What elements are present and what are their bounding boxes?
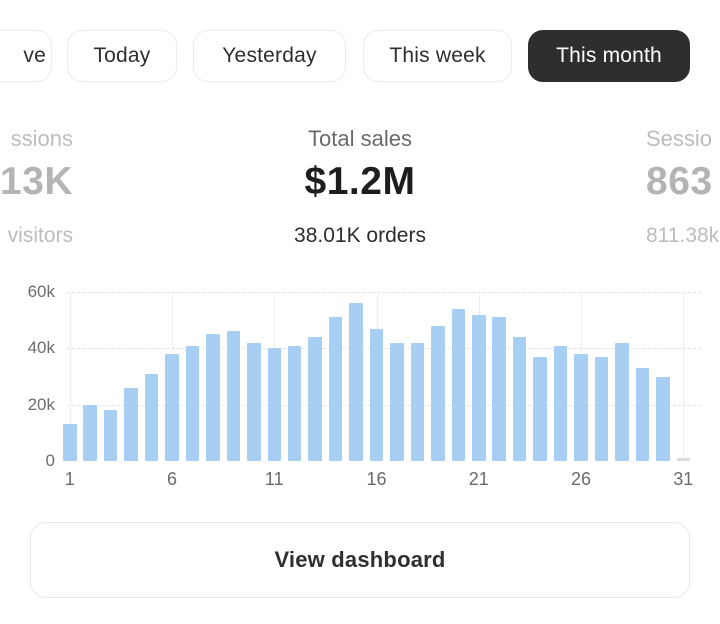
stat-label: ssions: [10, 126, 73, 151]
gridline-horizontal: [67, 348, 701, 350]
bar-day-17: [390, 342, 404, 461]
gridline-horizontal: [67, 292, 701, 293]
bar-day-26: [574, 353, 588, 461]
y-tick-label: 60k: [27, 282, 55, 301]
bar-day-3: [103, 410, 118, 461]
view-dashboard-button[interactable]: View dashboard: [30, 522, 690, 598]
bar-day-4: [124, 387, 138, 461]
stat-value: $1.2M: [304, 160, 416, 203]
bar-day-24: [533, 356, 547, 461]
bar-day-1: [63, 424, 77, 461]
stat-value: 863: [646, 160, 713, 203]
stat-subtext: 38.01K orders: [294, 224, 426, 247]
filter-button-this-week[interactable]: This week: [363, 30, 512, 82]
gridline-vertical: [274, 292, 276, 461]
x-tick-label: 31: [673, 469, 694, 489]
bar-day-18: [410, 342, 425, 461]
y-tick-label: 20k: [27, 394, 55, 414]
x-tick-label: 26: [570, 469, 592, 489]
bar-day-28: [615, 342, 629, 461]
bar-day-21: [472, 314, 486, 461]
stat-value: 13K: [0, 160, 74, 203]
gridline-vertical: [69, 292, 71, 461]
bar-day-19: [431, 325, 445, 461]
gridline-horizontal: [67, 404, 701, 406]
gridline-vertical: [581, 292, 582, 461]
filter-label: ve: [23, 44, 46, 67]
bar-day-27: [594, 356, 609, 461]
bar-day-14: [328, 317, 343, 461]
x-tick-label: 16: [366, 469, 387, 489]
bar-day-7: [185, 345, 200, 461]
bar-day-31: [676, 458, 690, 461]
bar-day-20: [451, 308, 466, 461]
bar-day-15: [349, 303, 363, 461]
bar-day-16: [369, 328, 384, 461]
gridline-vertical: [683, 292, 685, 461]
stat-subtext: visitors: [7, 224, 73, 247]
filter-button-yesterday[interactable]: Yesterday: [193, 30, 346, 82]
gridline-vertical: [478, 292, 480, 461]
bar-day-13: [308, 337, 322, 461]
bar-day-23: [512, 337, 527, 461]
y-tick-label: 40k: [27, 338, 55, 358]
x-tick-label: 1: [64, 469, 75, 489]
bar-day-6: [165, 353, 179, 461]
bar-day-12: [287, 345, 302, 461]
view-dashboard-label: View dashboard: [274, 547, 446, 572]
bar-day-25: [553, 345, 568, 461]
filter-button-live-partial[interactable]: ve: [0, 30, 52, 82]
bar-day-22: [492, 317, 506, 461]
bar-day-30: [656, 376, 670, 461]
bar-day-5: [144, 373, 159, 461]
x-tick-label: 6: [166, 469, 178, 489]
stat-label: Sessio: [646, 126, 713, 151]
filter-label: This week: [389, 44, 486, 67]
bar-day-9: [226, 331, 241, 461]
gridline-vertical: [172, 292, 173, 461]
gridline-vertical: [376, 292, 378, 461]
bar-day-2: [83, 404, 97, 461]
bar-day-8: [206, 334, 220, 461]
stat-subtext: 811.38k: [646, 224, 720, 247]
x-tick-label: 11: [264, 469, 284, 489]
filter-label: Yesterday: [222, 44, 317, 67]
filter-label: This month: [556, 44, 662, 67]
filter-label: Today: [93, 44, 151, 67]
filter-button-this-month-selected[interactable]: This month: [528, 30, 690, 82]
y-tick-label: 0: [45, 451, 55, 470]
x-tick-label: 21: [468, 469, 489, 489]
stat-label: Total sales: [308, 126, 412, 151]
bar-day-11: [267, 348, 281, 461]
bar-day-10: [247, 342, 261, 461]
filter-button-today[interactable]: Today: [67, 30, 177, 82]
bar-day-29: [635, 368, 650, 461]
